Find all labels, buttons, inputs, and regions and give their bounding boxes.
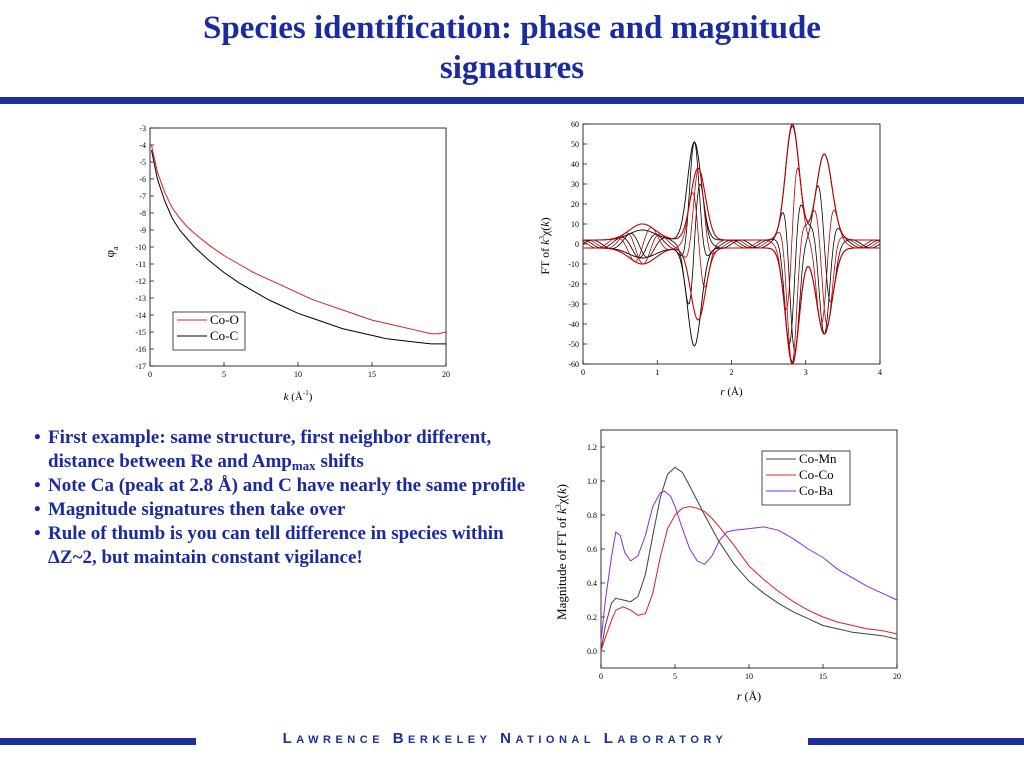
ft-x-tick-label: 2 bbox=[730, 368, 734, 377]
ft-x-tick-label: 0 bbox=[581, 368, 585, 377]
phase-y-tick-label: -4 bbox=[139, 141, 146, 150]
bullet-item-2: Note Ca (peak at 2.8 Å) and C have nearl… bbox=[34, 474, 534, 498]
bullet-list: First example: same structure, first nei… bbox=[34, 426, 534, 570]
phase-series-Co-C bbox=[151, 149, 446, 345]
phase-y-tick-label: -14 bbox=[135, 311, 146, 320]
magnitude-x-tick-label: 0 bbox=[599, 672, 603, 681]
magnitude-x-axis-label: r (Å) bbox=[737, 689, 761, 703]
phase-x-tick-label: 5 bbox=[222, 370, 226, 379]
legend-label: Co-Mn bbox=[799, 451, 837, 466]
phase-x-tick-label: 15 bbox=[368, 370, 376, 379]
phase-y-axis-label: φa bbox=[102, 246, 120, 258]
phase-y-tick-label: -8 bbox=[139, 209, 146, 218]
ft-y-axis-label: FT of k3χ(k) bbox=[538, 217, 552, 274]
footer-lab-name: Lawrence Berkeley National Laboratory bbox=[282, 730, 728, 747]
magnitude-y-tick-label: 0.2 bbox=[587, 613, 597, 622]
ft-x-tick-label: 1 bbox=[655, 368, 659, 377]
legend-label: Co-Ba bbox=[799, 483, 833, 498]
legend-label: Co-Co bbox=[799, 467, 834, 482]
phase-y-tick-label: -9 bbox=[139, 226, 146, 235]
phase-y-tick-label: -11 bbox=[136, 260, 146, 269]
legend-label: Co-O bbox=[210, 312, 239, 327]
phase-y-tick-label: -5 bbox=[139, 158, 146, 167]
footer-bar-left bbox=[0, 738, 196, 745]
footer: Lawrence Berkeley National Laboratory bbox=[0, 730, 1024, 747]
phase-y-tick-label: -16 bbox=[135, 345, 146, 354]
footer-bar-right bbox=[808, 738, 1024, 745]
phase-y-tick-label: -6 bbox=[139, 175, 146, 184]
ft-y-tick-label: -10 bbox=[568, 260, 579, 269]
ft-magnitude-envelope bbox=[583, 123, 880, 241]
ft-y-tick-label: 30 bbox=[571, 180, 579, 189]
ft-y-tick-label: -40 bbox=[568, 320, 579, 329]
ft-magnitude-envelope bbox=[583, 125, 880, 241]
phase-x-axis-label: k (Å-1) bbox=[284, 389, 313, 403]
bullet-item-4: Rule of thumb is you can tell difference… bbox=[34, 522, 534, 570]
ft-magnitude-envelope-negative bbox=[583, 247, 880, 363]
ft-y-tick-label: 0 bbox=[575, 240, 579, 249]
phase-x-tick-label: 20 bbox=[442, 370, 450, 379]
phase-y-tick-label: -12 bbox=[135, 277, 146, 286]
chart-phase: 0 5 10 15 20 -3 -4 -5 -6 -7 -8 -9 -10 -11 -12 -13 -14 -15… bbox=[102, 124, 450, 403]
legend-box bbox=[761, 450, 851, 506]
chart-magnitude: 0 5 10 15 20 1.2 1.0 0.8 0.6 0.4 0.2 0.0 Co-MnCo-CoC… bbox=[554, 429, 901, 703]
magnitude-series-Co-Co bbox=[600, 505, 898, 652]
phase-x-tick-label: 0 bbox=[148, 370, 152, 379]
chart-ft: 0 1 2 3 4 60 50 40 30 20 10 0 -10 -20 -30 -40 -50 -60 r (Å… bbox=[538, 120, 882, 398]
magnitude-y-tick-label: 0.4 bbox=[587, 579, 597, 588]
title-divider-bar bbox=[0, 97, 1024, 104]
ft-x-tick-label: 4 bbox=[878, 368, 882, 377]
phase-y-tick-label: -13 bbox=[135, 294, 146, 303]
bullet-item-3: Magnitude signatures then take over bbox=[34, 498, 534, 522]
phase-y-tick-label: -17 bbox=[135, 362, 146, 371]
magnitude-x-tick-label: 5 bbox=[673, 672, 677, 681]
legend-label: Co-C bbox=[210, 328, 238, 343]
ft-y-tick-label: -50 bbox=[568, 340, 579, 349]
ft-real-part bbox=[582, 167, 881, 326]
ft-real-part bbox=[583, 141, 880, 345]
phase-y-tick-label: -3 bbox=[139, 124, 146, 133]
slide-title-line-1: Species identification: phase and magnit… bbox=[203, 10, 821, 46]
magnitude-y-tick-label: 0.8 bbox=[587, 511, 597, 520]
slide-title-line-2: signatures bbox=[439, 50, 585, 86]
ft-x-axis-label: r (Å) bbox=[720, 386, 743, 398]
ft-y-tick-label: 10 bbox=[571, 220, 579, 229]
ft-y-tick-label: 40 bbox=[571, 160, 579, 169]
ft-y-tick-label: -30 bbox=[568, 300, 579, 309]
ft-y-tick-label: 60 bbox=[571, 120, 579, 129]
ft-imaginary-part bbox=[582, 183, 881, 352]
phase-y-tick-label: -15 bbox=[135, 328, 146, 337]
magnitude-x-tick-label: 10 bbox=[745, 672, 753, 681]
phase-y-tick-label: -7 bbox=[139, 192, 146, 201]
ft-imaginary-part bbox=[582, 167, 881, 364]
phase-x-tick-label: 10 bbox=[294, 370, 302, 379]
ft-magnitude-envelope-negative bbox=[583, 247, 880, 365]
phase-series-Co-O bbox=[151, 144, 447, 335]
ft-y-tick-label: 50 bbox=[571, 140, 579, 149]
magnitude-y-tick-label: 1.2 bbox=[587, 443, 597, 452]
ft-y-tick-label: -20 bbox=[568, 280, 579, 289]
ft-x-tick-label: 3 bbox=[804, 368, 808, 377]
phase-y-tick-label: -10 bbox=[135, 243, 146, 252]
magnitude-y-tick-label: 1.0 bbox=[587, 477, 597, 486]
magnitude-y-tick-label: 0.6 bbox=[587, 545, 597, 554]
ft-y-tick-label: -60 bbox=[568, 360, 579, 369]
magnitude-series-Co-Mn bbox=[600, 466, 898, 652]
magnitude-series-Co-Ba bbox=[600, 490, 898, 641]
ft-y-tick-label: 20 bbox=[571, 200, 579, 209]
magnitude-y-axis-label: Magnitude of FT of k3χ(k) bbox=[554, 484, 569, 620]
slide-title: Species identification: phase and magnit… bbox=[0, 8, 1024, 88]
legend-box bbox=[172, 311, 246, 351]
magnitude-x-tick-label: 20 bbox=[893, 672, 901, 681]
magnitude-y-tick-label: 0.0 bbox=[587, 647, 597, 656]
bullet-item-1: First example: same structure, first nei… bbox=[34, 426, 534, 474]
magnitude-x-tick-label: 15 bbox=[819, 672, 827, 681]
